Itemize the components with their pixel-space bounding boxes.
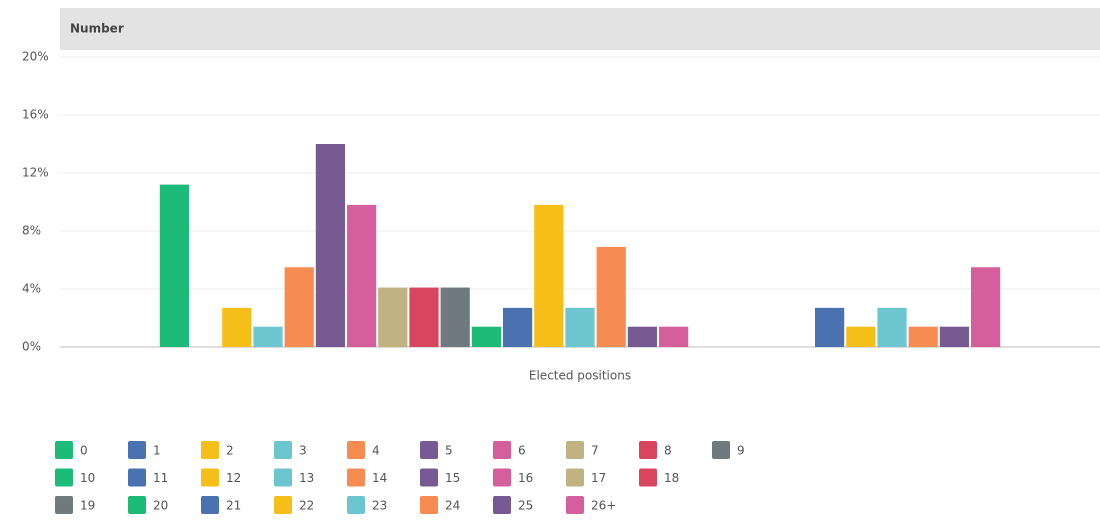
- legend-label: 17: [591, 471, 606, 485]
- legend-label: 12: [226, 471, 241, 485]
- y-tick-label: 4%: [22, 282, 41, 296]
- legend-label: 2: [226, 444, 234, 458]
- bar: [534, 204, 564, 347]
- legend-swatch: [347, 441, 365, 459]
- legend-swatch: [128, 441, 146, 459]
- legend-label: 22: [299, 499, 314, 513]
- bar: [284, 267, 314, 347]
- bar: [159, 184, 189, 347]
- legend-label: 3: [299, 444, 307, 458]
- legend-swatch: [274, 468, 292, 487]
- legend-swatch: [274, 496, 292, 514]
- legend-swatch: [493, 441, 511, 459]
- y-tick-label: 8%: [22, 224, 41, 238]
- legend-swatch: [347, 496, 365, 514]
- bar: [971, 267, 1001, 347]
- legend-label: 4: [372, 444, 380, 458]
- legend-swatch: [420, 496, 438, 514]
- legend-swatch: [55, 496, 73, 514]
- legend-label: 7: [591, 444, 599, 458]
- bar: [877, 307, 907, 347]
- legend-label: 8: [664, 444, 672, 458]
- legend-swatch: [201, 496, 219, 514]
- legend-swatch: [55, 441, 73, 459]
- legend-swatch: [493, 468, 511, 487]
- legend-label: 24: [445, 499, 460, 513]
- legend-swatch: [420, 468, 438, 487]
- legend-label: 19: [80, 499, 95, 513]
- legend-label: 20: [153, 499, 168, 513]
- legend-swatch: [566, 468, 584, 487]
- legend-swatch: [712, 441, 730, 459]
- bar: [565, 307, 595, 347]
- legend-label: 9: [737, 444, 745, 458]
- legend-swatch: [347, 468, 365, 487]
- legend-swatch: [201, 441, 219, 459]
- bar: [846, 326, 876, 347]
- bar: [440, 287, 470, 347]
- legend-swatch: [420, 441, 438, 459]
- legend-label: 21: [226, 499, 241, 513]
- legend-swatch: [128, 496, 146, 514]
- x-category-label: Elected positions: [529, 369, 631, 383]
- y-tick-label: 0%: [22, 340, 41, 354]
- bar: [596, 246, 626, 347]
- legend-label: 11: [153, 471, 168, 485]
- bar: [222, 307, 252, 347]
- legend-swatch: [201, 468, 219, 487]
- bar: [503, 307, 533, 347]
- y-tick-label: 20%: [22, 50, 49, 64]
- bar: [378, 287, 408, 347]
- y-tick-label: 12%: [22, 166, 49, 180]
- legend-swatch: [566, 496, 584, 514]
- legend-swatch: [566, 441, 584, 459]
- legend-label: 14: [372, 471, 387, 485]
- bar: [659, 326, 689, 347]
- y-tick-label: 16%: [22, 108, 49, 122]
- bar: [409, 287, 439, 347]
- legend-label: 1: [153, 444, 161, 458]
- legend-label: 15: [445, 471, 460, 485]
- legend-label: 5: [445, 444, 453, 458]
- bar: [471, 326, 501, 347]
- bar: [627, 326, 657, 347]
- bar: [908, 326, 938, 347]
- legend-swatch: [55, 468, 73, 487]
- legend-label: 0: [80, 444, 88, 458]
- bar: [347, 204, 377, 347]
- bar: [253, 326, 283, 347]
- bar: [315, 144, 345, 347]
- header-band: [60, 8, 1100, 50]
- chart-title: Number: [70, 22, 124, 36]
- legend-label: 25: [518, 499, 533, 513]
- legend-swatch: [639, 468, 657, 487]
- legend-swatch: [274, 441, 292, 459]
- legend-swatch: [493, 496, 511, 514]
- legend-label: 13: [299, 471, 314, 485]
- bar: [939, 326, 969, 347]
- legend-swatch: [639, 441, 657, 459]
- legend-swatch: [128, 468, 146, 487]
- legend-label: 26+: [591, 499, 616, 513]
- bar: [815, 307, 845, 347]
- legend-label: 10: [80, 471, 95, 485]
- legend-label: 18: [664, 471, 679, 485]
- legend-label: 23: [372, 499, 387, 513]
- legend-label: 6: [518, 444, 526, 458]
- legend-label: 16: [518, 471, 533, 485]
